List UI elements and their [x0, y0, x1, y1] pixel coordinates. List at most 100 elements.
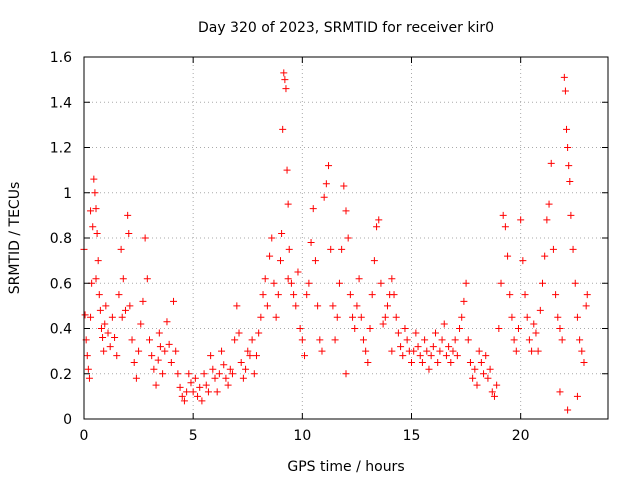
data-point	[335, 279, 343, 287]
y-tick-label: 1	[63, 186, 72, 202]
data-point	[283, 166, 291, 174]
data-point	[244, 347, 252, 355]
data-point	[155, 329, 163, 337]
data-point	[191, 374, 199, 382]
data-point	[278, 229, 286, 237]
data-point	[106, 343, 114, 351]
data-point	[497, 279, 505, 287]
data-point	[287, 279, 295, 287]
data-point	[93, 229, 101, 237]
data-point	[97, 325, 105, 332]
x-tick-label: 15	[403, 428, 421, 444]
data-point	[381, 313, 389, 321]
data-point	[119, 275, 127, 283]
x-tick-label: 20	[512, 428, 530, 444]
data-point	[170, 297, 178, 305]
y-tick-label: 0.8	[50, 231, 72, 247]
data-point	[477, 358, 485, 366]
data-points	[80, 69, 591, 414]
data-point	[272, 313, 280, 321]
data-point	[137, 320, 145, 328]
data-point	[194, 392, 202, 400]
data-point	[401, 325, 409, 332]
data-point	[486, 365, 494, 373]
data-point	[416, 352, 424, 360]
data-point	[222, 374, 230, 382]
data-point	[99, 334, 107, 342]
data-point	[220, 361, 228, 369]
data-point	[456, 325, 464, 332]
data-point	[370, 257, 378, 265]
data-point	[294, 268, 302, 276]
data-point	[578, 347, 586, 355]
data-point	[255, 329, 263, 337]
data-point	[512, 347, 520, 355]
data-point	[135, 347, 143, 355]
data-point	[556, 325, 564, 332]
data-point	[412, 329, 420, 337]
data-point	[180, 397, 188, 405]
data-point	[525, 336, 533, 344]
data-point	[207, 352, 215, 360]
data-point	[561, 87, 569, 95]
data-point	[233, 302, 241, 310]
data-point	[280, 69, 288, 77]
data-point	[268, 234, 276, 242]
data-point	[425, 365, 433, 373]
data-point	[355, 275, 363, 283]
data-point	[554, 313, 562, 321]
data-point	[366, 325, 374, 332]
data-point	[130, 358, 138, 366]
data-point	[423, 347, 431, 355]
data-point	[432, 329, 440, 337]
data-point	[567, 211, 575, 219]
data-point	[576, 336, 584, 344]
data-point	[438, 336, 446, 344]
data-point	[104, 329, 112, 337]
data-point	[118, 313, 126, 321]
data-point	[333, 313, 341, 321]
data-point	[421, 336, 429, 344]
data-point	[279, 125, 287, 133]
data-point	[83, 352, 91, 360]
data-point	[563, 125, 571, 133]
y-tick-label: 0.6	[50, 276, 72, 292]
data-point	[252, 352, 260, 360]
data-point	[327, 245, 335, 253]
data-point	[368, 291, 376, 299]
x-tick-label: 0	[80, 428, 89, 444]
data-point	[480, 370, 488, 378]
data-point	[146, 336, 153, 344]
data-point	[331, 336, 339, 344]
data-point	[235, 329, 243, 337]
data-point	[167, 358, 175, 366]
data-point	[571, 279, 579, 287]
data-point	[246, 352, 254, 360]
data-point	[128, 336, 136, 344]
data-point	[545, 200, 553, 208]
data-point	[488, 388, 496, 396]
data-point	[318, 347, 326, 355]
data-point	[573, 392, 581, 400]
data-point	[156, 343, 164, 351]
data-point	[187, 379, 195, 387]
data-point	[528, 347, 536, 355]
data-point	[124, 211, 132, 219]
data-point	[218, 347, 226, 355]
data-point	[200, 370, 208, 378]
data-point	[257, 313, 265, 321]
data-point	[172, 347, 180, 355]
data-point	[392, 313, 400, 321]
data-point	[84, 365, 92, 373]
data-point	[447, 358, 455, 366]
data-point	[580, 358, 588, 366]
data-point	[460, 297, 468, 305]
data-point	[521, 291, 529, 299]
data-point	[379, 320, 387, 328]
data-point	[311, 257, 319, 265]
data-point	[429, 343, 437, 351]
data-point	[410, 347, 418, 355]
data-point	[582, 302, 590, 310]
data-point	[282, 85, 290, 93]
